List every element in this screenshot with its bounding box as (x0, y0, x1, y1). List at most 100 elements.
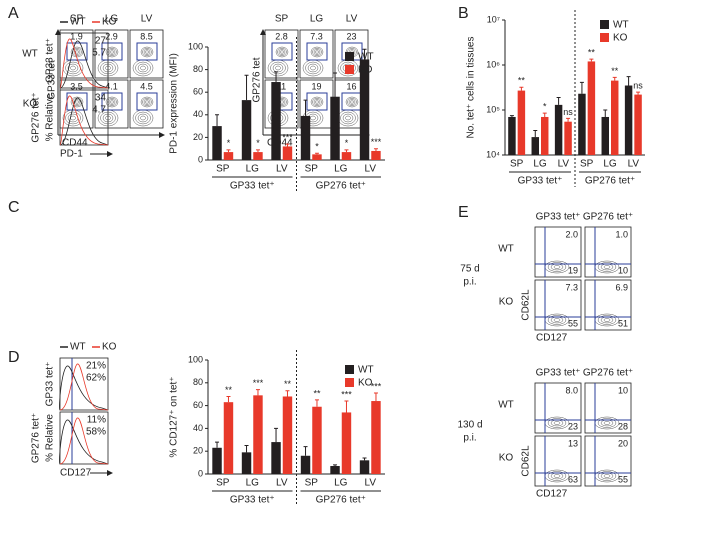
contour (142, 48, 152, 56)
y-tick-label: 100 (188, 354, 203, 364)
contour (594, 416, 620, 430)
x-tick-label: LG (603, 159, 617, 170)
y-axis-label: GP276 tet (252, 57, 263, 102)
x-tick-label: SP (305, 164, 319, 175)
contour (553, 474, 561, 478)
contour (597, 418, 617, 428)
contour (553, 318, 561, 322)
contour (65, 111, 81, 125)
bar (212, 126, 222, 160)
contour (553, 421, 561, 425)
flow-plot (534, 279, 582, 331)
flow-plot (264, 79, 299, 129)
contour (544, 313, 570, 327)
x-tick-label: LG (334, 164, 348, 175)
contour (270, 61, 286, 75)
contour (310, 115, 316, 121)
contour (305, 61, 321, 75)
error-bar (314, 399, 319, 407)
y-tick-label: 10⁷ (487, 14, 500, 24)
contour (310, 65, 316, 71)
bar (359, 59, 370, 160)
legend-label: WT (358, 52, 374, 63)
time-label: p.i. (463, 277, 476, 288)
row-label: GP33 tet⁺ (45, 38, 56, 83)
contour (337, 109, 359, 127)
histogram-curve (59, 38, 109, 89)
group-label: GP276 tet⁺ (316, 181, 366, 192)
y-tick-label: 20 (193, 132, 203, 142)
contour (278, 49, 286, 55)
quadrant-value: 20 (618, 438, 628, 448)
column-header: GP276 tet⁺ (583, 368, 633, 379)
column-header: LV (141, 14, 153, 25)
histogram-value: 34 (95, 93, 107, 104)
legend-label: WT (70, 342, 86, 353)
gate (306, 92, 328, 111)
contour (70, 96, 84, 108)
significance: * (227, 138, 231, 148)
y-tick-label: 60 (193, 400, 203, 410)
flow-plot (299, 29, 334, 79)
gate (136, 92, 158, 111)
y-tick-label: 20 (193, 446, 203, 456)
contour (108, 99, 116, 105)
bar (312, 406, 322, 474)
bar (554, 104, 563, 155)
y-tick-label: 10⁴ (486, 149, 500, 159)
flow-plot (129, 29, 164, 79)
quadrant-value: 6.9 (615, 282, 628, 292)
contour (107, 48, 117, 56)
contour (603, 265, 611, 269)
contour (544, 260, 570, 274)
gate-value: 1.9 (70, 31, 83, 41)
flow-plot (264, 29, 299, 79)
contour (137, 63, 149, 73)
row-label: GP276 tet⁺ (31, 413, 42, 463)
contour (132, 109, 154, 127)
contour (70, 65, 76, 71)
bar (212, 447, 222, 474)
gate (136, 42, 158, 61)
contour (315, 50, 319, 54)
error-bar (362, 457, 367, 461)
contour (140, 115, 146, 121)
x-axis-label: CD127 (536, 333, 568, 344)
y-axis-label: % Relative (45, 414, 56, 462)
contour (597, 262, 617, 272)
bar (541, 116, 549, 155)
contour (145, 100, 149, 104)
column-header: GP33 tet⁺ (536, 212, 581, 223)
histogram-value: 11% (87, 415, 106, 426)
contour (315, 100, 319, 104)
contour (594, 469, 620, 483)
bar (359, 460, 370, 474)
panel-label: A (8, 5, 19, 22)
contour (145, 50, 149, 54)
column-header: SP (275, 14, 289, 25)
gate-value: 23 (346, 31, 356, 41)
contour (73, 49, 81, 55)
histogram-value: 58% (86, 427, 106, 438)
contour (594, 260, 620, 274)
x-tick-label: SP (216, 164, 230, 175)
x-tick-label: SP (305, 478, 319, 489)
x-tick-label: SP (510, 159, 524, 170)
quadrant-value: 10 (618, 385, 628, 395)
flow-plot (94, 29, 129, 79)
gate-value: 2.8 (275, 31, 288, 41)
bar (330, 466, 340, 474)
contour (597, 471, 617, 481)
error-bar (344, 400, 349, 413)
gate (306, 42, 328, 61)
gate-value: 4.1 (105, 81, 118, 91)
column-header: LG (105, 14, 119, 25)
gate-value: 4.5 (140, 81, 153, 91)
contour (350, 100, 354, 104)
error-bar (579, 81, 584, 94)
bar (330, 96, 340, 160)
contour (603, 421, 611, 425)
error-bar (255, 149, 260, 153)
bar (223, 152, 234, 160)
